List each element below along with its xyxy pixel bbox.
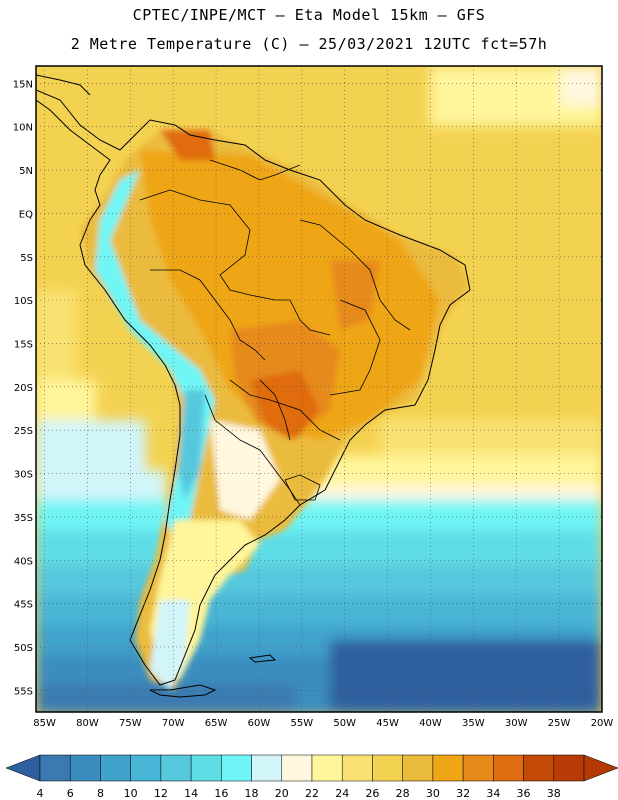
- colorbar-swatch: [462, 754, 494, 782]
- lat-label: 5N: [19, 166, 33, 177]
- lat-label: 40S: [14, 556, 33, 567]
- lon-label: 25W: [548, 718, 571, 729]
- colorbar-over-arrow: [583, 754, 618, 782]
- lon-label: 65W: [205, 718, 228, 729]
- colorbar-tick-label: 38: [547, 787, 561, 800]
- colorbar-tick-label: 4: [37, 787, 44, 800]
- colorbar-swatch: [341, 754, 373, 782]
- lat-label: 45S: [14, 600, 33, 611]
- colorbar-swatch: [372, 754, 403, 782]
- colorbar-swatch: [190, 754, 222, 782]
- colorbar-swatch: [553, 754, 585, 782]
- map-title: CPTEC/INPE/MCT – Eta Model 15km – GFS: [132, 6, 486, 24]
- lat-label: 20S: [14, 383, 33, 394]
- colorbar: 4 6 8 10 12 14 16 18 20 22 24 26 28 30 32 34 36 38: [5, 754, 618, 800]
- colorbar-under-arrow: [5, 754, 41, 782]
- colorbar-swatch: [402, 754, 434, 782]
- colorbar-tick-label: 6: [67, 787, 74, 800]
- colorbar-tick-label: 26: [365, 787, 379, 800]
- colorbar-swatch: [221, 754, 252, 782]
- lat-label: 35S: [14, 513, 33, 524]
- lat-label: 10N: [13, 123, 33, 134]
- colorbar-tick-label: 24: [335, 787, 349, 800]
- colorbar-swatch: [523, 754, 555, 782]
- colorbar-tick-label: 16: [214, 787, 228, 800]
- colorbar-tick-label: 20: [275, 787, 289, 800]
- lat-label: 10S: [14, 296, 33, 307]
- colorbar-swatch: [130, 754, 162, 782]
- colorbar-tick-label: 12: [154, 787, 168, 800]
- colorbar-tick-label: 32: [456, 787, 470, 800]
- colorbar-swatch: [311, 754, 343, 782]
- lat-label: 25S: [14, 426, 33, 437]
- lat-label: 55S: [14, 686, 33, 697]
- colorbar-tick-label: 22: [305, 787, 319, 800]
- lon-label: 85W: [33, 718, 56, 729]
- colorbar-tick-label: 34: [486, 787, 500, 800]
- colorbar-swatch: [69, 754, 101, 782]
- lon-label: 45W: [376, 718, 399, 729]
- colorbar-tick-label: 28: [396, 787, 410, 800]
- temperature-field: [36, 66, 602, 712]
- lon-label: 50W: [333, 718, 356, 729]
- colorbar-tick-label: 10: [124, 787, 138, 800]
- colorbar-tick-label: 30: [426, 787, 440, 800]
- lon-label: 70W: [162, 718, 185, 729]
- lon-label: 60W: [248, 718, 271, 729]
- map-frame: [35, 65, 603, 713]
- lat-label: 5S: [20, 253, 33, 264]
- colorbar-swatch: [160, 754, 192, 782]
- colorbar-swatch: [432, 754, 464, 782]
- lat-label: EQ: [19, 209, 33, 220]
- colorbar-swatch: [39, 754, 71, 782]
- lon-label: 80W: [76, 718, 99, 729]
- lon-label: 75W: [119, 718, 142, 729]
- colorbar-tick-label: 14: [184, 787, 198, 800]
- lat-label: 15S: [14, 339, 33, 350]
- lon-label: 55W: [291, 718, 314, 729]
- colorbar-tick-label: 18: [245, 787, 259, 800]
- colorbar-tick-label: 36: [517, 787, 531, 800]
- colorbar-swatch: [100, 754, 131, 782]
- lon-label: 35W: [462, 718, 485, 729]
- colorbar-tick-label: 8: [97, 787, 104, 800]
- lat-label: 50S: [14, 643, 33, 654]
- longitude-labels: 85W 80W 75W 70W 65W 60W 55W 50W 45W 40W 35W 30W 25W 2…: [33, 718, 613, 729]
- coastlines: [36, 74, 471, 698]
- lat-label: 15N: [13, 79, 33, 90]
- colorbar-swatch: [281, 754, 313, 782]
- lon-label: 40W: [419, 718, 442, 729]
- colorbar-swatch: [251, 754, 283, 782]
- lon-label: 20W: [591, 718, 614, 729]
- map-subtitle: 2 Metre Temperature (C) – 25/03/2021 12U…: [70, 35, 548, 53]
- latitude-labels: 15N 10N 5N EQ 5S 10S 15S 20S 25S 30S 35S 40S 45S 50S 5…: [13, 79, 33, 697]
- lat-label: 30S: [14, 470, 33, 481]
- colorbar-swatch: [493, 754, 524, 782]
- lon-label: 30W: [505, 718, 528, 729]
